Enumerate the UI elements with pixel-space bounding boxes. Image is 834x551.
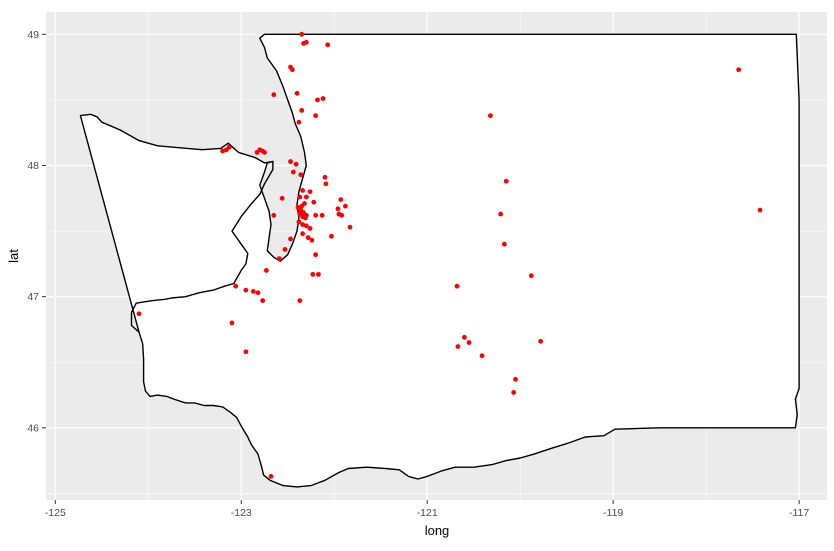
data-point — [255, 290, 261, 296]
data-point — [325, 42, 331, 48]
data-point — [263, 268, 269, 273]
x-tick-label: -119 — [603, 507, 623, 519]
data-point — [313, 212, 319, 218]
data-point — [322, 174, 328, 180]
data-point — [757, 207, 763, 213]
data-point — [309, 237, 315, 243]
data-point — [498, 211, 504, 217]
data-point — [300, 222, 306, 227]
data-point — [271, 212, 277, 218]
data-point — [319, 212, 325, 218]
data-point — [243, 349, 249, 355]
data-point — [254, 149, 260, 155]
data-point — [288, 159, 293, 164]
data-point — [310, 271, 316, 277]
y-tick-label: 47 — [27, 291, 39, 303]
data-point — [268, 473, 274, 479]
data-point — [538, 338, 544, 344]
data-point — [511, 390, 517, 395]
data-point — [455, 344, 461, 349]
data-point — [338, 197, 344, 202]
data-point — [513, 376, 518, 382]
x-tick-label: -117 — [789, 507, 809, 519]
data-point — [335, 206, 341, 212]
data-point — [323, 181, 329, 187]
data-point — [528, 273, 534, 279]
data-point — [271, 92, 277, 98]
data-point — [342, 203, 348, 209]
map-layer — [79, 33, 800, 488]
data-point — [311, 199, 317, 205]
data-point — [303, 215, 308, 221]
x-tick-label: -123 — [231, 507, 252, 519]
data-point — [316, 271, 321, 277]
data-point — [297, 194, 303, 200]
data-point — [276, 256, 282, 262]
data-point — [303, 194, 309, 200]
data-point — [243, 287, 249, 293]
data-point — [296, 119, 302, 125]
data-point — [299, 31, 305, 37]
data-point — [300, 188, 306, 193]
y-axis-title: lat — [6, 249, 21, 263]
data-point — [479, 353, 485, 359]
washington-state-outline — [79, 33, 800, 488]
data-point — [299, 203, 305, 209]
x-tick-label: -121 — [417, 507, 438, 519]
data-point — [303, 223, 309, 229]
data-point — [488, 113, 493, 119]
data-point — [260, 298, 266, 304]
data-point — [466, 340, 472, 345]
data-point — [279, 195, 285, 201]
data-point — [229, 320, 235, 326]
data-point — [301, 41, 306, 46]
data-point — [298, 172, 304, 178]
x-tick-label: -125 — [45, 507, 66, 519]
data-point — [299, 107, 305, 113]
data-points — [136, 31, 763, 479]
y-tick-label: 49 — [27, 29, 39, 41]
data-point — [329, 233, 334, 239]
data-point — [300, 231, 306, 237]
data-point — [290, 169, 296, 175]
data-point — [294, 90, 300, 96]
data-point — [282, 247, 288, 252]
data-point — [347, 224, 353, 230]
data-point — [288, 236, 293, 242]
x-axis: -125 -123 -121 -119 -117 — [45, 500, 809, 519]
data-point — [220, 148, 226, 154]
data-point — [233, 283, 239, 289]
x-axis-title: long — [425, 523, 450, 538]
data-point — [250, 289, 256, 294]
data-point — [307, 226, 313, 231]
data-point — [454, 283, 460, 289]
data-point — [501, 241, 507, 247]
data-point — [305, 235, 311, 241]
data-point — [315, 97, 320, 103]
data-point — [297, 298, 303, 304]
data-point — [503, 178, 509, 184]
data-point — [313, 252, 319, 258]
data-point — [296, 219, 302, 225]
data-point — [293, 161, 299, 167]
data-point — [307, 189, 313, 195]
data-point — [223, 147, 229, 153]
data-point — [320, 96, 326, 101]
y-axis: 46 47 48 49 — [27, 29, 46, 434]
data-point — [136, 311, 142, 317]
data-point — [262, 149, 267, 155]
data-point — [461, 334, 467, 340]
y-tick-label: 48 — [27, 160, 39, 172]
data-point — [289, 67, 295, 73]
data-point — [313, 113, 319, 119]
y-tick-label: 46 — [27, 422, 39, 434]
data-point — [339, 212, 345, 218]
data-point — [736, 67, 742, 73]
